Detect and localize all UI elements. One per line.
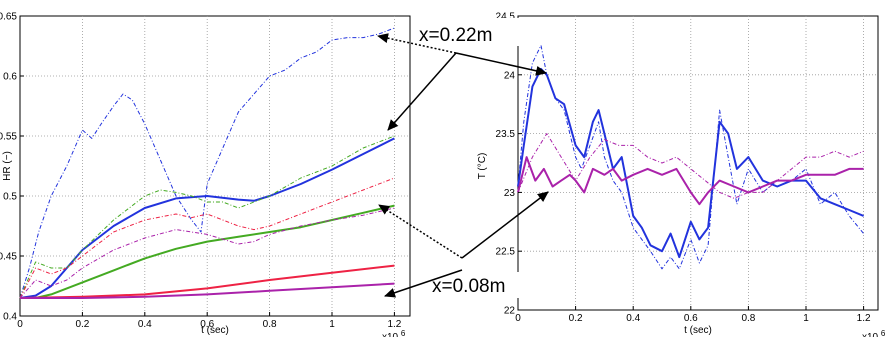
upper-label-box	[414, 18, 522, 46]
temperature-y-tick-label: 22.5	[496, 247, 516, 258]
lower-arrow-to-temperature	[461, 191, 549, 259]
hr-y-tick-label: 0.65	[0, 12, 17, 23]
temperature-x-tick-label: 1.2	[857, 313, 871, 324]
hr-x-exponent: x10 6	[382, 329, 406, 337]
temperature-x-tick-label: 0.8	[741, 313, 755, 324]
temperature-ticks: 0 0.2 0.4 0.6 0.8 1 1.2 22 22.5 23 23.5 24 24.5	[496, 12, 871, 325]
temperature-x-axis-label: t (sec)	[684, 325, 712, 336]
hr-series-8-solid	[20, 282, 395, 299]
hr-y-axis-label: HR (−)	[2, 151, 13, 181]
hr-y-tick-label: 0.55	[0, 132, 17, 143]
upper-arrow-to-temperature	[455, 52, 547, 76]
temperature-series-1-dashdot	[517, 44, 864, 270]
hr-series	[19, 27, 395, 299]
temperature-series-4-solid	[517, 156, 864, 206]
temperature-series	[517, 44, 864, 270]
hr-chart: 0 0.2 0.4 0.6 0.8 1 1.2 0.4 0.45 0.5 0.55 0.6 0.65 t…	[0, 12, 411, 337]
hr-x-exponent-base: x10	[382, 332, 399, 337]
hr-gridlines	[20, 16, 410, 316]
hr-series-3-dashdot	[19, 135, 395, 299]
temperature-chart: 0 0.2 0.4 0.6 0.8 1 1.2 22 22.5 23 23.5 24 24.5 t (s…	[477, 12, 885, 337]
temperature-x-tick-label: 1	[803, 313, 809, 324]
annotation-upper-label: x=0.22m	[419, 25, 492, 46]
hr-y-tick-label: 0.4	[3, 312, 17, 323]
temperature-y-tick-label: 24.5	[496, 12, 516, 23]
temperature-x-exponent: x10 6	[862, 329, 885, 337]
upper-arrow-to-hr-solid	[387, 52, 457, 131]
hr-x-tick-label: 0.8	[263, 319, 277, 330]
temperature-x-tick-label: 0.2	[569, 313, 583, 324]
hr-x-tick-label: 0	[17, 319, 23, 330]
hr-x-exponent-power: 6	[401, 329, 406, 337]
hr-series-6-solid	[19, 264, 395, 299]
hr-x-tick-label: 1.2	[387, 319, 401, 330]
hr-plot-area	[19, 15, 411, 317]
hr-series-1-dashdot	[19, 27, 395, 299]
upper-arrow-to-hr-dashed	[377, 33, 457, 54]
annotations: x=0.22m x=0.08m	[377, 18, 549, 298]
hr-series-5-dashdot	[19, 177, 395, 299]
temperature-x-exponent-power: 6	[881, 329, 885, 337]
temperature-gridlines	[518, 16, 878, 310]
temperature-y-tick-label: 23	[504, 188, 516, 199]
lower-arrow-to-hr-solid	[384, 269, 463, 298]
temperature-y-tick-label: 23.5	[496, 129, 516, 140]
hr-y-tick-label: 0.5	[3, 192, 17, 203]
hr-x-axis-label: t (sec)	[201, 325, 229, 336]
temperature-x-tick-label: 0.6	[684, 313, 698, 324]
temperature-x-exponent-base: x10	[862, 332, 879, 337]
hr-x-tick-label: 0.2	[75, 319, 89, 330]
temperature-x-tick-label: 0	[515, 313, 521, 324]
hr-ticks: 0 0.2 0.4 0.6 0.8 1 1.2 0.4 0.45 0.5 0.55 0.6 0.65	[0, 12, 402, 331]
lower-arrow-to-hr-dashed	[378, 204, 463, 259]
hr-x-tick-label: 0.6	[200, 319, 214, 330]
hr-series-7-dashdot	[19, 207, 395, 299]
temperature-y-axis-label: T (°C)	[477, 153, 488, 180]
temperature-series-2-solid	[517, 67, 864, 259]
annotation-lower-label: x=0.08m	[432, 276, 505, 297]
temperature-y-tick-label: 24	[504, 70, 516, 81]
temperature-plot-area	[517, 15, 879, 311]
hr-series-2-solid	[19, 137, 395, 299]
hr-y-tick-label: 0.6	[3, 72, 17, 83]
hr-x-tick-label: 0.4	[138, 319, 152, 330]
temperature-x-tick-label: 0.4	[626, 313, 640, 324]
hr-x-tick-label: 1	[329, 319, 335, 330]
hr-y-tick-label: 0.45	[0, 252, 17, 263]
temperature-y-tick-label: 22	[504, 306, 516, 317]
